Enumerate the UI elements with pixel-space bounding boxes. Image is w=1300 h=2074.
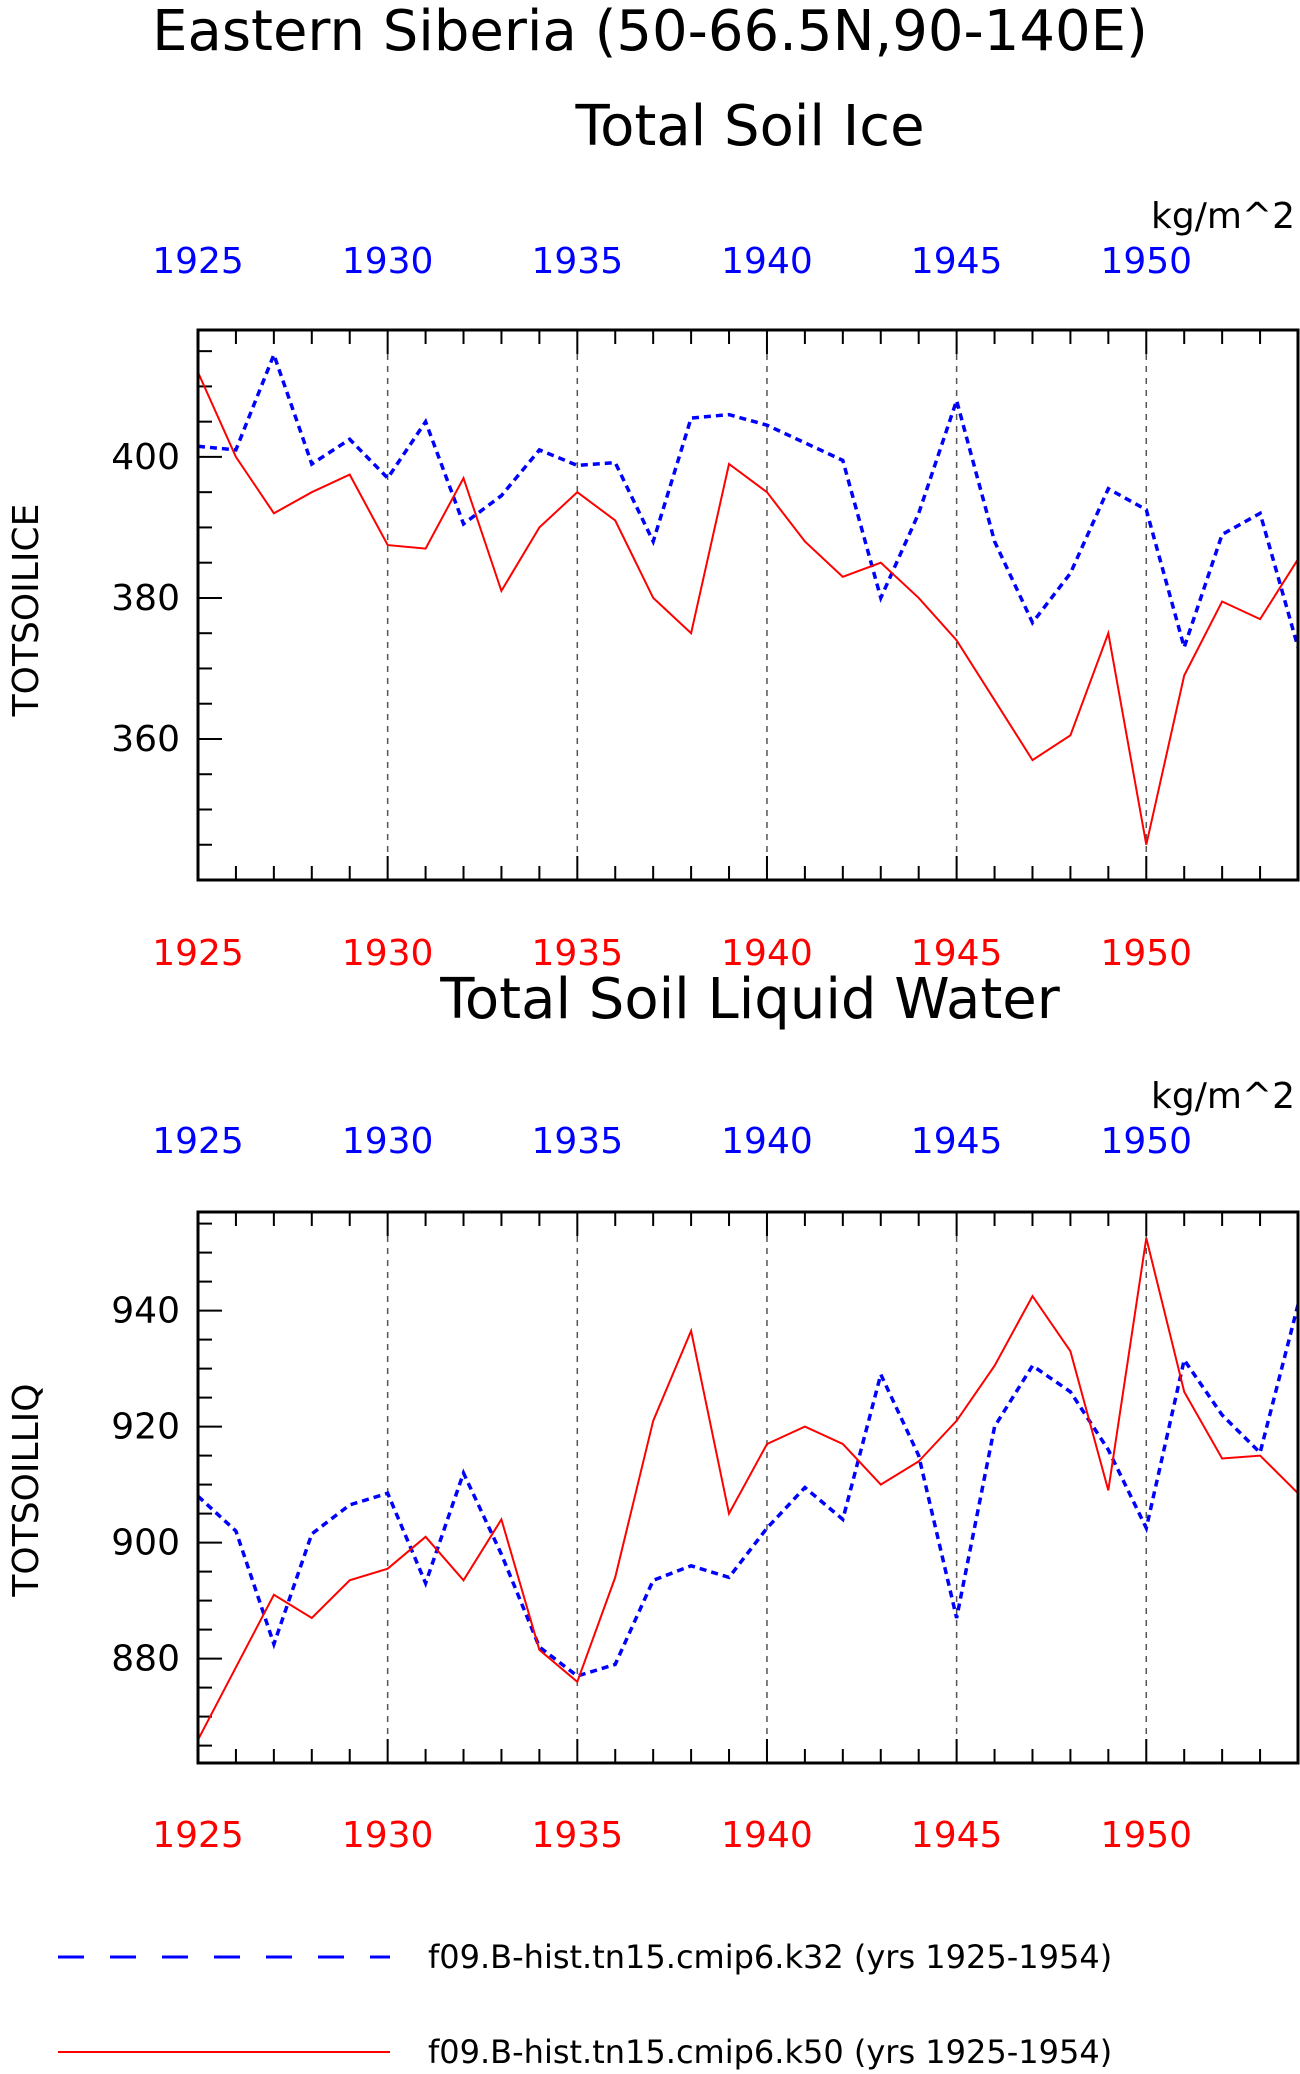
x-tick-label-top: 1950	[1100, 241, 1192, 282]
legend: f09.B-hist.tn15.cmip6.k32 (yrs 1925-1954…	[58, 1938, 1112, 2071]
series-k50-line	[198, 371, 1298, 845]
x-tick-label-top: 1935	[531, 241, 623, 282]
y-tick-label: 940	[111, 1291, 180, 1332]
plot-frame	[196, 328, 1300, 882]
x-tick-label-bottom: 1935	[531, 933, 623, 974]
panel-liquid-units: kg/m^2	[1151, 1076, 1295, 1117]
legend-k32-label: f09.B-hist.tn15.cmip6.k32 (yrs 1925-1954…	[428, 1938, 1112, 1976]
series-k32-line	[198, 349, 1298, 654]
panel-ice-units: kg/m^2	[1151, 196, 1295, 237]
x-tick-label-top: 1925	[152, 1121, 244, 1162]
y-tick-label: 360	[111, 719, 180, 760]
y-tick-label: 400	[111, 437, 180, 478]
x-tick-label-bottom: 1940	[721, 933, 813, 974]
panel-ice: Total Soil Ice kg/m^2 TOTSOILICE 1925 192…	[6, 94, 1300, 974]
plot-frame	[196, 1210, 1300, 1765]
y-tick-label: 920	[111, 1407, 180, 1448]
y-tick-label: 900	[111, 1523, 180, 1564]
x-tick-label-top: 1945	[911, 241, 1003, 282]
legend-k50-label: f09.B-hist.tn15.cmip6.k50 (yrs 1925-1954…	[428, 2033, 1112, 2071]
panel-ice-ylabel: TOTSOILICE	[6, 504, 47, 718]
panel-liquid: Total Soil Liquid Water kg/m^2 TOTSOILLI…	[6, 967, 1300, 1856]
x-tick-label-top: 1950	[1100, 1121, 1192, 1162]
x-tick-label-bottom: 1930	[342, 1815, 434, 1856]
figure-title: Eastern Siberia (50-66.5N,90-140E)	[152, 0, 1148, 64]
x-tick-label-bottom: 1935	[531, 1815, 623, 1856]
x-tick-label-top: 1935	[531, 1121, 623, 1162]
x-tick-label-top: 1925	[152, 241, 244, 282]
x-tick-label-bottom: 1925	[152, 1815, 244, 1856]
x-tick-label-top: 1945	[911, 1121, 1003, 1162]
x-tick-label-bottom: 1940	[721, 1815, 813, 1856]
series-k50-line	[198, 1237, 1298, 1741]
panel-liquid-title: Total Soil Liquid Water	[439, 967, 1061, 1032]
x-tick-label-bottom: 1925	[152, 933, 244, 974]
x-tick-label-top: 1930	[342, 241, 434, 282]
series-k32-line	[198, 1304, 1298, 1678]
panel-liquid-ylabel: TOTSOILLIQ	[6, 1383, 47, 1597]
x-tick-label-top: 1930	[342, 1121, 434, 1162]
y-tick-label: 880	[111, 1639, 180, 1680]
x-tick-label-bottom: 1950	[1100, 1815, 1192, 1856]
x-tick-label-top: 1940	[721, 1121, 813, 1162]
x-tick-label-bottom: 1945	[911, 933, 1003, 974]
x-tick-label-top: 1940	[721, 241, 813, 282]
x-tick-label-bottom: 1950	[1100, 933, 1192, 974]
y-tick-label: 380	[111, 578, 180, 619]
panel-ice-title: Total Soil Ice	[574, 94, 924, 159]
x-tick-label-bottom: 1930	[342, 933, 434, 974]
x-tick-label-bottom: 1945	[911, 1815, 1003, 1856]
